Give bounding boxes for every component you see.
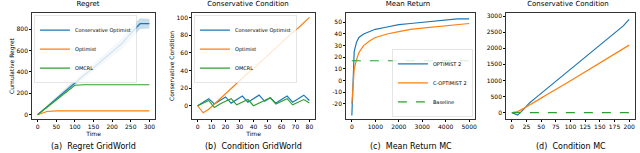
svg-text:40: 40 (250, 123, 258, 130)
svg-text:3000: 3000 (415, 123, 430, 130)
svg-text:Baseline: Baseline (433, 99, 454, 105)
svg-text:150: 150 (88, 123, 100, 130)
svg-text:80: 80 (306, 123, 314, 130)
svg-text:800: 800 (17, 25, 29, 32)
svg-text:30: 30 (236, 123, 244, 130)
svg-text:Cumulative Regret: Cumulative Regret (8, 37, 16, 94)
svg-text:50: 50 (334, 18, 342, 25)
svg-text:Mean Return: Mean Return (386, 0, 431, 8)
svg-text:40: 40 (334, 30, 342, 37)
svg-text:0: 0 (338, 77, 342, 84)
svg-text:Optimist: Optimist (235, 46, 256, 53)
svg-text:75: 75 (552, 123, 560, 130)
svg-text:1000: 1000 (487, 77, 502, 84)
svg-text:5000: 5000 (461, 123, 476, 130)
svg-text:0: 0 (184, 102, 188, 109)
svg-text:20: 20 (180, 84, 188, 91)
svg-text:Optimist: Optimist (75, 46, 96, 53)
svg-text:70: 70 (292, 123, 300, 130)
svg-text:0: 0 (36, 123, 40, 130)
svg-text:100: 100 (69, 123, 81, 130)
svg-text:0: 0 (24, 111, 28, 118)
svg-text:OMCRL: OMCRL (235, 65, 253, 71)
svg-text:Time: Time (245, 130, 261, 137)
svg-text:50: 50 (264, 123, 272, 130)
svg-text:20: 20 (334, 53, 342, 60)
svg-text:Conservative Condition: Conservative Condition (527, 0, 609, 8)
svg-text:2000: 2000 (391, 123, 406, 130)
svg-text:OPTIMIST 2: OPTIMIST 2 (433, 61, 461, 67)
svg-text:4000: 4000 (438, 123, 453, 130)
svg-text:10: 10 (334, 65, 342, 72)
svg-text:175: 175 (609, 123, 621, 130)
svg-text:50: 50 (52, 123, 60, 130)
svg-text:30: 30 (334, 42, 342, 49)
svg-text:40: 40 (180, 67, 188, 74)
svg-text:0: 0 (196, 123, 200, 130)
svg-text:600: 600 (17, 47, 29, 54)
svg-text:(b) Condition GridWorld: (b) Condition GridWorld (205, 142, 302, 151)
svg-text:200: 200 (106, 123, 118, 130)
svg-text:(c) Mean Return MC: (c) Mean Return MC (370, 142, 452, 151)
svg-text:60: 60 (278, 123, 286, 130)
svg-text:Conservative Condition: Conservative Condition (168, 31, 175, 101)
svg-text:60: 60 (180, 49, 188, 56)
svg-text:250: 250 (125, 123, 137, 130)
svg-text:10: 10 (208, 123, 216, 130)
svg-text:Conservative Condition: Conservative Condition (207, 0, 289, 8)
svg-text:0: 0 (510, 123, 514, 130)
svg-text:20: 20 (222, 123, 230, 130)
svg-text:Conservative Optimist: Conservative Optimist (75, 27, 131, 34)
svg-text:(a) Regret GridWorld: (a) Regret GridWorld (51, 142, 136, 151)
svg-text:125: 125 (579, 123, 591, 130)
svg-text:150: 150 (594, 123, 606, 130)
svg-text:-10: -10 (332, 88, 342, 95)
svg-text:25: 25 (523, 123, 531, 130)
svg-text:2500: 2500 (487, 28, 502, 35)
svg-text:-20: -20 (332, 100, 342, 107)
svg-text:500: 500 (491, 93, 503, 100)
svg-text:0: 0 (498, 109, 502, 116)
svg-text:200: 200 (17, 89, 29, 96)
svg-text:400: 400 (17, 68, 29, 75)
svg-text:300: 300 (144, 123, 156, 130)
svg-text:Conservative Optimist: Conservative Optimist (235, 27, 291, 34)
svg-text:3000: 3000 (487, 12, 502, 19)
svg-text:50: 50 (537, 123, 545, 130)
svg-text:Regret: Regret (76, 0, 99, 8)
svg-text:(d) Condition MC: (d) Condition MC (536, 142, 606, 151)
svg-text:1500: 1500 (487, 60, 502, 67)
svg-text:200: 200 (623, 123, 635, 130)
svg-text:OMCRL: OMCRL (75, 65, 93, 71)
svg-text:100: 100 (565, 123, 577, 130)
svg-text:2000: 2000 (487, 44, 502, 51)
svg-text:Time: Time (85, 130, 101, 137)
svg-text:1000: 1000 (368, 123, 383, 130)
svg-text:100: 100 (177, 14, 189, 21)
svg-text:80: 80 (180, 31, 188, 38)
svg-text:0: 0 (350, 123, 354, 130)
svg-text:C-OPTIMIST 2: C-OPTIMIST 2 (433, 80, 467, 86)
